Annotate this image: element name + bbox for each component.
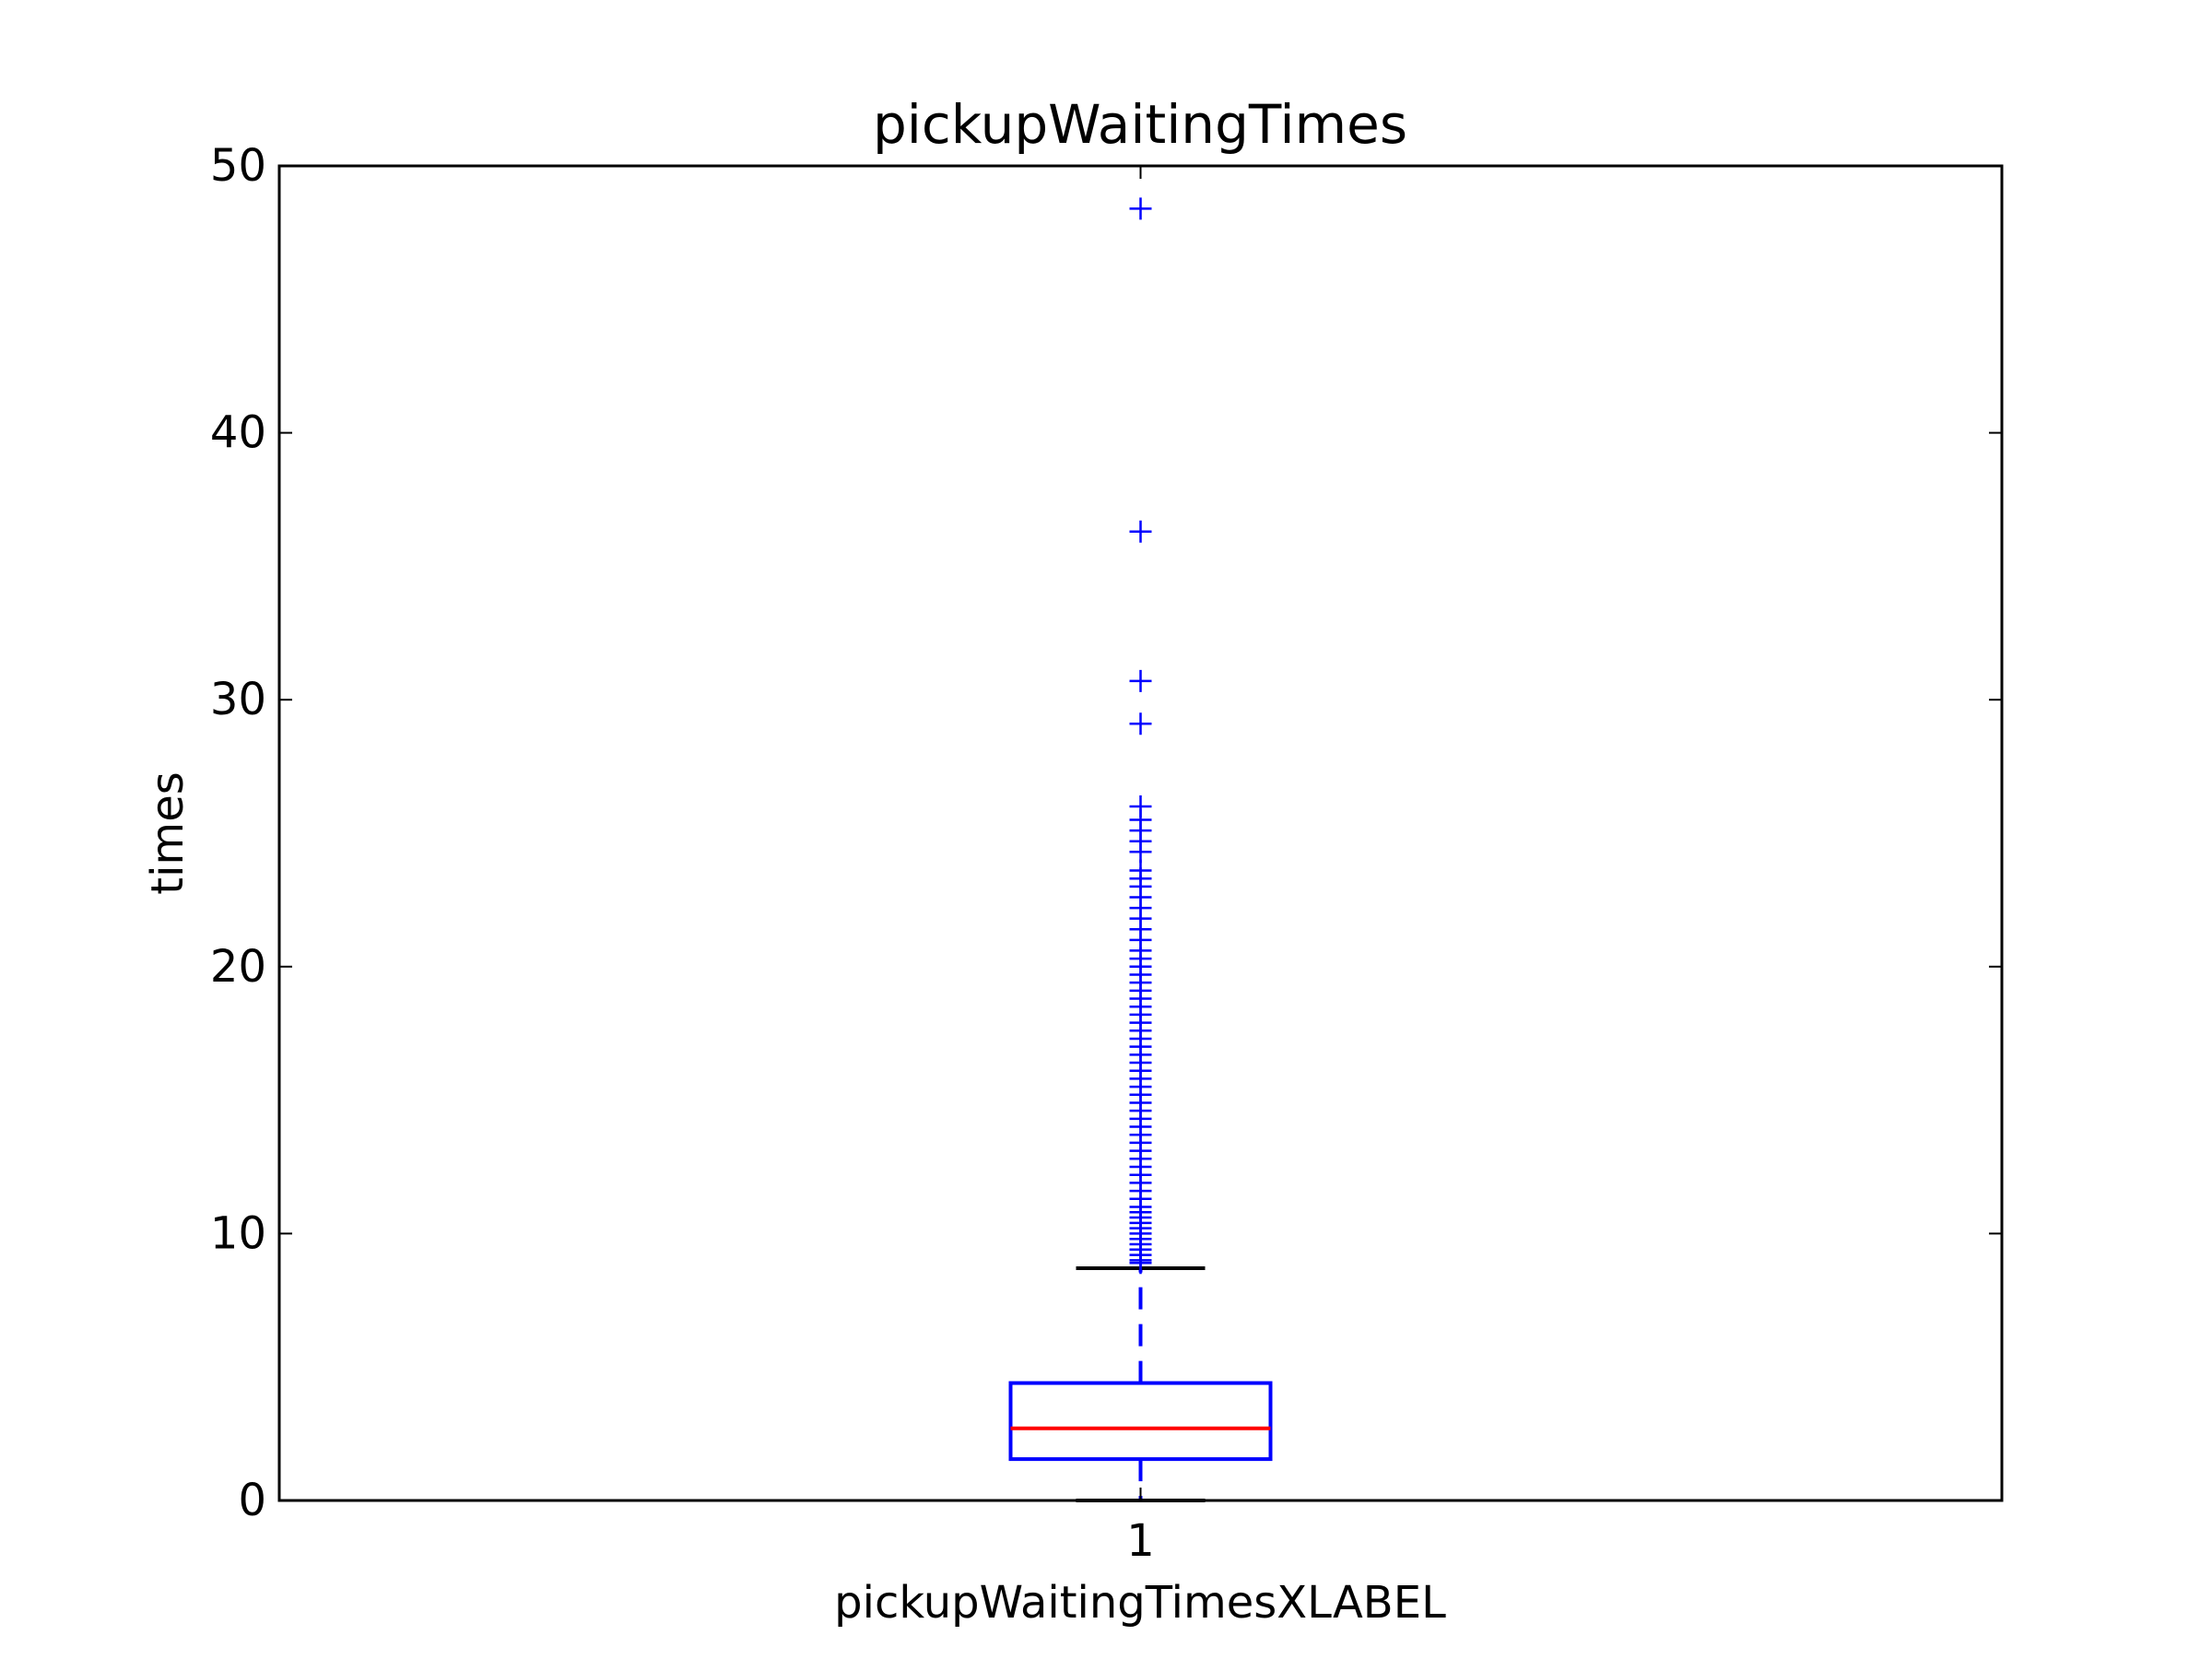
outlier-marker [1129,197,1152,220]
tick-layer: 0 10 20 30 40 50 1 [210,140,2002,1567]
outlier-marker [1129,669,1152,692]
outlier-marker [1129,1252,1152,1275]
y-tick-label: 40 [210,407,266,459]
iqr-box [1008,1381,1273,1462]
x-tick-label: 1 [1126,1515,1155,1567]
y-tick-label: 50 [210,140,266,192]
plot-layer [1008,197,1273,1502]
x-axis-label: pickupWaitingTimesXLABEL [834,1577,1446,1629]
y-tick-label: 20 [210,941,266,993]
outlier-marker [1129,841,1152,864]
outlier-marker [1129,712,1152,735]
y-tick-label: 0 [238,1475,266,1526]
outlier-marker [1129,520,1152,543]
y-tick-label: 30 [210,674,266,725]
y-axis-label: times [142,771,194,894]
chart-title: pickupWaitingTimes [873,93,1407,156]
y-tick-label: 10 [210,1207,266,1259]
